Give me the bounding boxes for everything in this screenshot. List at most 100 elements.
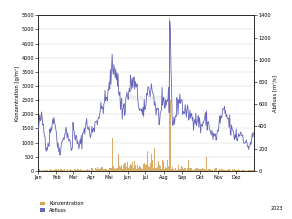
- Bar: [235, 170, 236, 171]
- Bar: [127, 162, 128, 171]
- Bar: [153, 168, 154, 171]
- Bar: [229, 170, 230, 171]
- Bar: [75, 169, 76, 171]
- Bar: [162, 160, 163, 171]
- Bar: [97, 167, 98, 171]
- Bar: [182, 169, 183, 171]
- Text: Rosenheim: Rosenheim: [128, 95, 164, 100]
- Bar: [118, 154, 119, 171]
- Bar: [206, 157, 207, 171]
- Bar: [249, 170, 250, 171]
- Bar: [57, 170, 58, 171]
- Bar: [163, 161, 164, 171]
- Bar: [181, 166, 182, 171]
- Bar: [197, 168, 198, 171]
- Bar: [245, 170, 246, 171]
- Bar: [191, 170, 192, 171]
- Bar: [152, 160, 153, 171]
- Bar: [146, 164, 147, 171]
- Bar: [248, 170, 249, 171]
- Bar: [101, 167, 102, 171]
- Bar: [85, 170, 86, 171]
- Bar: [246, 170, 247, 171]
- Bar: [99, 169, 100, 171]
- Bar: [112, 138, 113, 171]
- Bar: [60, 169, 61, 171]
- Bar: [168, 166, 169, 171]
- Bar: [124, 163, 125, 171]
- Bar: [207, 170, 208, 171]
- Bar: [210, 168, 211, 171]
- Bar: [173, 169, 174, 171]
- Bar: [116, 168, 117, 171]
- Bar: [87, 169, 88, 171]
- Legend: Konzentration, Abfluss: Konzentration, Abfluss: [40, 201, 84, 213]
- Bar: [219, 169, 220, 171]
- Bar: [117, 168, 118, 171]
- Bar: [123, 165, 124, 171]
- Bar: [39, 169, 40, 171]
- Bar: [158, 161, 159, 171]
- Bar: [128, 168, 129, 171]
- Bar: [176, 170, 177, 171]
- Bar: [227, 170, 228, 171]
- Bar: [86, 170, 87, 171]
- Bar: [212, 170, 213, 171]
- Bar: [224, 170, 225, 171]
- Bar: [194, 169, 195, 171]
- Bar: [242, 170, 243, 171]
- Bar: [44, 170, 45, 171]
- Bar: [165, 167, 166, 171]
- Bar: [243, 170, 244, 171]
- Bar: [196, 168, 197, 171]
- Bar: [160, 166, 161, 171]
- Bar: [220, 170, 221, 171]
- Bar: [102, 167, 103, 171]
- Bar: [119, 166, 120, 171]
- Bar: [238, 170, 239, 171]
- Bar: [244, 170, 245, 171]
- Bar: [230, 170, 231, 171]
- Bar: [151, 154, 152, 171]
- Bar: [175, 168, 176, 171]
- Bar: [79, 170, 80, 171]
- Bar: [103, 169, 104, 171]
- Y-axis label: Abfluss [m³/s]: Abfluss [m³/s]: [272, 75, 277, 111]
- Bar: [223, 170, 224, 171]
- Bar: [218, 170, 219, 171]
- Bar: [109, 168, 110, 171]
- Bar: [221, 169, 222, 171]
- Bar: [187, 168, 188, 171]
- Bar: [106, 170, 107, 171]
- Bar: [180, 169, 181, 171]
- Bar: [52, 170, 53, 171]
- Bar: [122, 169, 123, 171]
- Bar: [236, 170, 237, 171]
- Bar: [62, 170, 63, 171]
- Bar: [83, 170, 84, 171]
- Bar: [251, 170, 252, 171]
- Bar: [205, 170, 206, 171]
- Bar: [138, 168, 139, 171]
- Bar: [93, 170, 94, 171]
- Bar: [38, 169, 39, 171]
- Bar: [54, 170, 55, 171]
- Bar: [203, 169, 204, 171]
- Bar: [179, 169, 180, 171]
- Bar: [129, 166, 130, 171]
- Bar: [77, 169, 78, 171]
- Bar: [147, 151, 148, 171]
- Bar: [228, 169, 229, 171]
- Bar: [226, 170, 227, 171]
- Bar: [120, 167, 121, 171]
- Bar: [241, 170, 242, 171]
- Bar: [66, 170, 67, 171]
- Bar: [50, 169, 51, 171]
- Bar: [69, 170, 70, 171]
- Bar: [111, 168, 112, 171]
- Bar: [135, 164, 136, 171]
- Bar: [225, 170, 226, 171]
- Bar: [177, 170, 178, 171]
- Text: 2023: 2023: [271, 206, 283, 211]
- Bar: [82, 170, 83, 171]
